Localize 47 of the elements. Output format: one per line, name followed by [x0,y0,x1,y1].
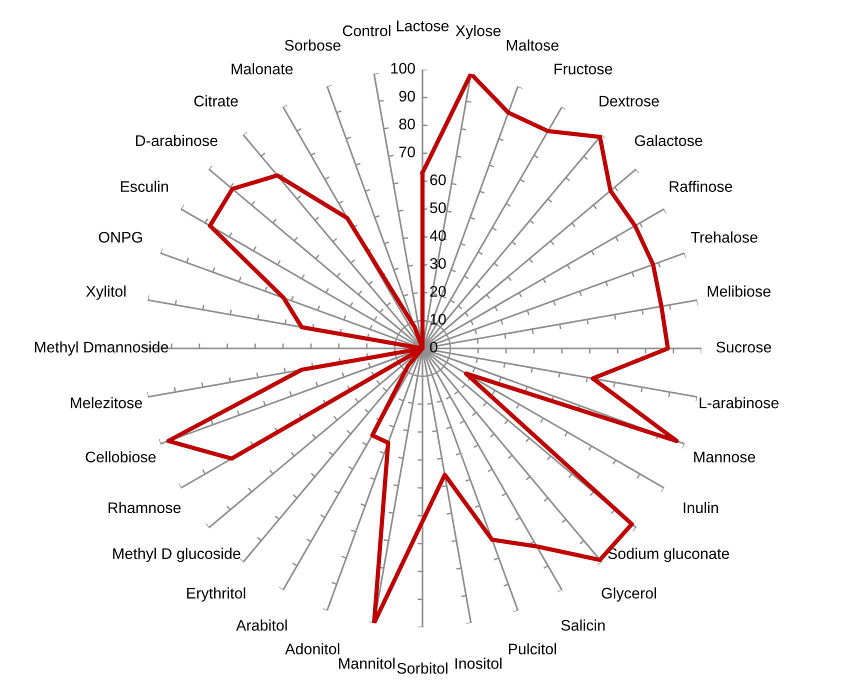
spoke-label: L-arabinose [700,397,778,408]
spoke-label: Methyl Dmannoside [35,341,168,356]
spoke-label: Arabitol [236,620,287,631]
y-tick-label: 60 [430,174,446,186]
spoke-label: Melezitose [70,397,142,408]
spoke-label: Xylitol [86,286,126,300]
y-tick-label: 40 [430,230,446,242]
spoke-label: Galactose [634,134,702,146]
y-tick-label: 10 [430,314,446,325]
y-tick-label: 20 [430,286,446,297]
spoke-label: Mannose [694,452,756,462]
spoke-label: Methyl D glucoside [113,548,240,562]
y-tick-label: 80 [399,118,415,130]
spoke-label: Sodium gluconate [608,548,730,562]
y-tick-label: 0 [430,342,438,353]
spoke-label: Lactose [397,20,449,32]
spoke-label: Melibiose [708,286,770,297]
spoke-label: Dextrose [600,96,659,106]
y-tick-label: 90 [399,90,415,102]
spoke-label: Maltose [506,39,558,51]
spoke-label: Glycerol [602,587,656,602]
spoke-label: Cellobiose [86,451,156,462]
spoke-label: Erythritol [187,587,246,602]
y-tick-label: 100 [391,62,415,74]
spoke-label: Xylose [456,25,501,40]
spoke-label: D-arabinose [136,134,218,146]
spoke-label: Fructose [554,64,612,74]
spoke-label: Malonate [232,63,293,74]
spoke-label: Control [342,25,390,36]
y-tick-label: 70 [399,146,415,158]
spoke-label: Esculin [120,180,168,192]
spoke-label: Sorbitol [397,662,448,674]
spoke-label: Trehalose [691,231,758,243]
y-tick-label: 30 [430,258,446,269]
spoke-label: Inositol [455,658,502,669]
spoke-label: Citrate [194,95,238,106]
spoke-label: Sorbose [284,39,340,51]
y-tick-label: 50 [430,202,446,214]
spoke-label: Sucrose [716,342,772,353]
spoke-label: Inulin [684,502,718,514]
spoke-label: Salicin [561,620,605,631]
spoke-label: Rhamnose [108,502,181,514]
spoke-label: Adonitol [285,643,340,654]
spoke-label: Mannitol [339,658,395,669]
spoke-label: ONPG [98,232,142,243]
spoke-label: Pulcitol [508,643,556,654]
spoke-label: Raffinose [670,180,732,192]
